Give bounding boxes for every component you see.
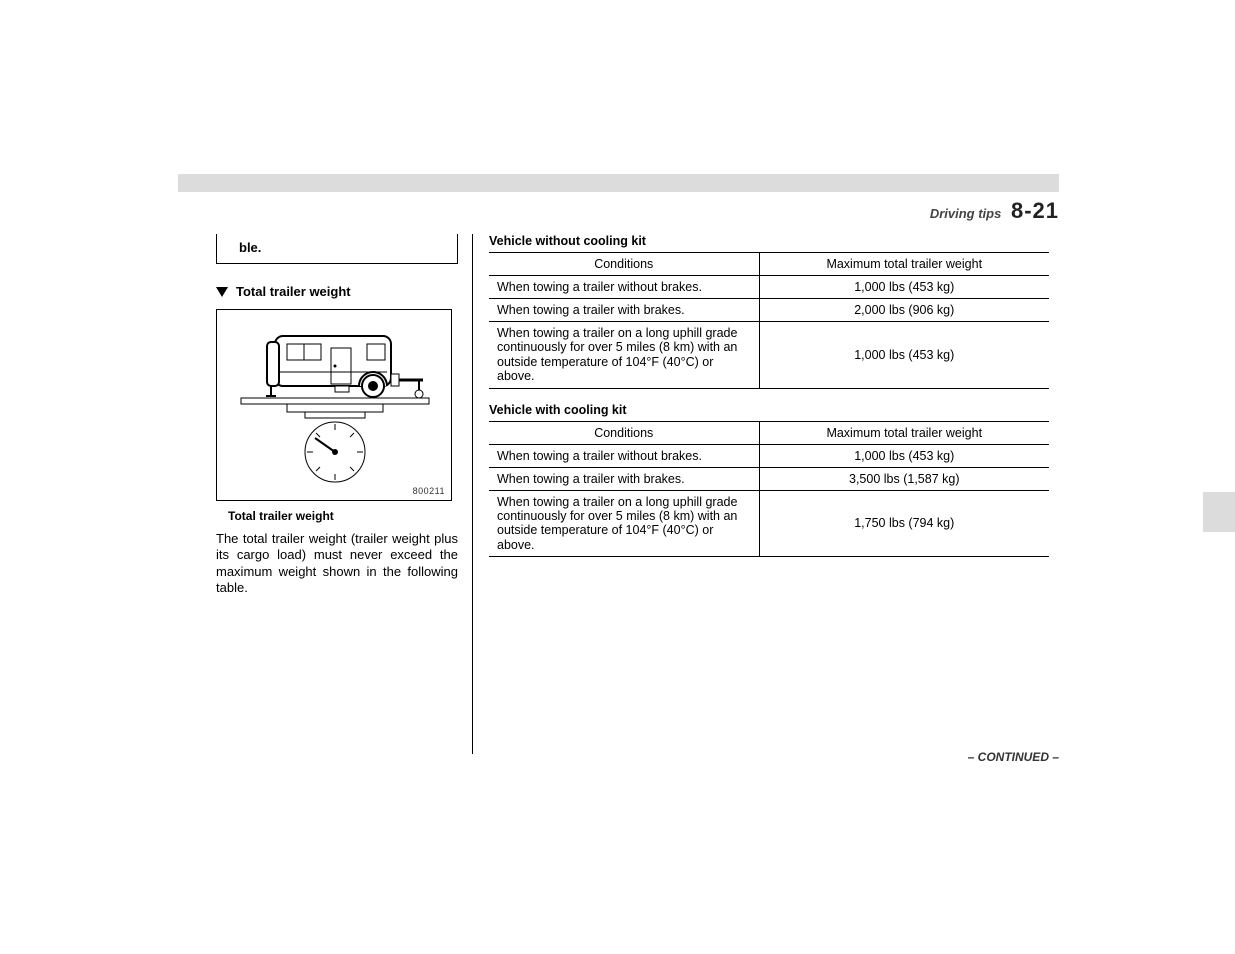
column-divider (472, 234, 473, 754)
table-row: When towing a trailer with brakes. 3,500… (489, 467, 1049, 490)
left-column: ble. Total trailer weight (216, 234, 472, 754)
table-header-row: Conditions Maximum total trailer weight (489, 421, 1049, 444)
figure-frame: 800211 (216, 309, 452, 501)
ble-text: ble. (239, 240, 261, 255)
table-row: When towing a trailer on a long uphill g… (489, 490, 1049, 557)
col-conditions: Conditions (489, 253, 759, 276)
table-row: When towing a trailer on a long uphill g… (489, 322, 1049, 389)
cell-value: 1,000 lbs (453 kg) (759, 444, 1049, 467)
figure-number: 800211 (413, 486, 445, 496)
triangle-down-icon (216, 287, 228, 297)
col-max-weight: Maximum total trailer weight (759, 253, 1049, 276)
cell-condition: When towing a trailer without brakes. (489, 444, 759, 467)
table2-title: Vehicle with cooling kit (489, 403, 1059, 417)
cell-condition: When towing a trailer without brakes. (489, 276, 759, 299)
content-area: ble. Total trailer weight (216, 234, 1059, 754)
continued-label: – CONTINUED – (968, 750, 1059, 764)
cell-value: 2,000 lbs (906 kg) (759, 299, 1049, 322)
table-row: When towing a trailer without brakes. 1,… (489, 444, 1049, 467)
trailer-illustration (235, 318, 435, 494)
cell-condition: When towing a trailer on a long uphill g… (489, 490, 759, 557)
page-number: 8-21 (1011, 198, 1059, 223)
figure-caption: Total trailer weight (228, 509, 458, 523)
cell-value: 1,750 lbs (794 kg) (759, 490, 1049, 557)
cell-value: 3,500 lbs (1,587 kg) (759, 467, 1049, 490)
table1-title: Vehicle without cooling kit (489, 234, 1059, 248)
cell-condition: When towing a trailer with brakes. (489, 467, 759, 490)
table-header-row: Conditions Maximum total trailer weight (489, 253, 1049, 276)
col-conditions: Conditions (489, 421, 759, 444)
table-row: When towing a trailer without brakes. 1,… (489, 276, 1049, 299)
col-max-weight: Maximum total trailer weight (759, 421, 1049, 444)
body-text: The total trailer weight (trailer weight… (216, 531, 458, 596)
page-header: Driving tips 8-21 (930, 198, 1059, 224)
cell-condition: When towing a trailer with brakes. (489, 299, 759, 322)
continued-box: ble. (216, 234, 458, 264)
right-column: Vehicle without cooling kit Conditions M… (487, 234, 1059, 754)
page: Driving tips 8-21 ble. Total trailer wei… (0, 0, 1235, 954)
table-with-cooling: Conditions Maximum total trailer weight … (489, 421, 1049, 558)
section-title: Driving tips (930, 206, 1002, 221)
cell-condition: When towing a trailer on a long uphill g… (489, 322, 759, 389)
subhead-text: Total trailer weight (236, 284, 351, 299)
table-without-cooling: Conditions Maximum total trailer weight … (489, 252, 1049, 389)
cell-value: 1,000 lbs (453 kg) (759, 276, 1049, 299)
top-grey-bar (178, 174, 1059, 192)
table-row: When towing a trailer with brakes. 2,000… (489, 299, 1049, 322)
subheading: Total trailer weight (216, 284, 458, 299)
cell-value: 1,000 lbs (453 kg) (759, 322, 1049, 389)
side-tab (1203, 492, 1235, 532)
